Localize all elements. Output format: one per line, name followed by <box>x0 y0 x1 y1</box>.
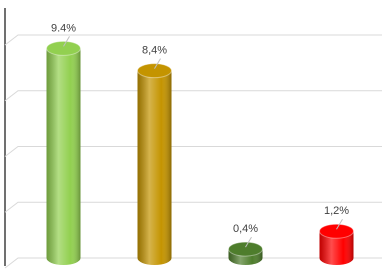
value-label: 1,2% <box>324 205 349 217</box>
bar-top <box>46 40 81 56</box>
label-leader <box>245 236 252 248</box>
bar-top <box>319 223 354 239</box>
bar-shade <box>137 70 172 266</box>
grid-line <box>4 201 382 213</box>
value-label: 9.4% <box>51 22 76 34</box>
bar-top <box>228 241 263 257</box>
value-label: 0,4% <box>233 223 258 235</box>
label-leader <box>336 218 343 230</box>
value-label: 8,4% <box>142 45 167 57</box>
label-leader <box>154 58 161 69</box>
grid-line <box>4 146 382 157</box>
grid-line <box>4 90 382 102</box>
bar-shade <box>319 231 354 265</box>
label-leader <box>63 36 70 47</box>
grid-line <box>4 34 382 46</box>
bar-top <box>137 63 172 79</box>
bar-shade <box>46 48 81 265</box>
